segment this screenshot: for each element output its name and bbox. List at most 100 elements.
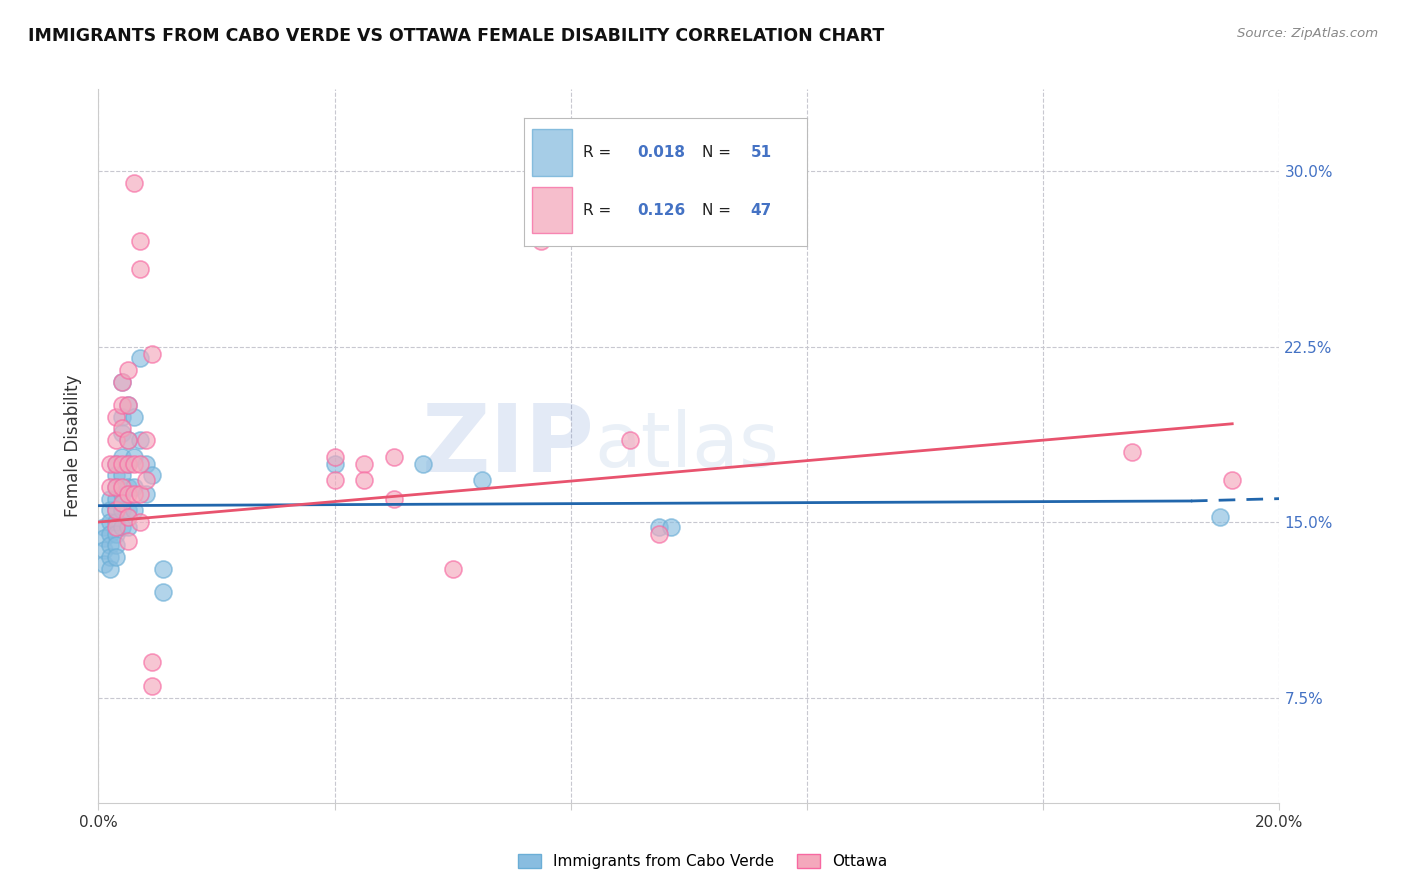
Point: [471, 473, 494, 487]
Point: [105, 468, 128, 483]
Point: [105, 550, 128, 565]
Point: [122, 503, 145, 517]
Point: [117, 480, 139, 494]
Point: [128, 262, 150, 277]
Point: [111, 398, 134, 412]
Point: [105, 480, 128, 494]
Point: [117, 510, 139, 524]
Point: [128, 487, 150, 501]
Point: [135, 433, 157, 447]
Text: ZIP: ZIP: [422, 400, 595, 492]
Point: [1121, 445, 1143, 459]
Point: [111, 421, 134, 435]
Point: [128, 351, 150, 366]
Point: [117, 533, 139, 548]
Point: [122, 450, 145, 464]
Point: [117, 398, 139, 412]
Text: Source: ZipAtlas.com: Source: ZipAtlas.com: [1237, 27, 1378, 40]
Point: [98, 503, 121, 517]
Point: [111, 457, 134, 471]
Point: [619, 433, 641, 447]
Point: [117, 519, 139, 533]
Point: [122, 176, 145, 190]
Point: [382, 491, 405, 506]
Point: [128, 433, 150, 447]
Point: [105, 519, 128, 533]
Point: [128, 515, 150, 529]
Point: [117, 363, 139, 377]
Point: [323, 457, 346, 471]
Point: [111, 375, 134, 389]
Y-axis label: Female Disability: Female Disability: [65, 375, 83, 517]
Point: [382, 450, 405, 464]
Point: [117, 457, 139, 471]
Point: [98, 457, 121, 471]
Point: [93, 532, 115, 546]
Point: [105, 515, 128, 529]
Point: [659, 519, 682, 533]
Point: [353, 473, 375, 487]
Point: [105, 480, 128, 494]
Point: [135, 473, 157, 487]
Point: [98, 550, 121, 565]
Point: [135, 457, 157, 471]
Point: [122, 480, 145, 494]
Point: [105, 457, 128, 471]
Text: atlas: atlas: [595, 409, 779, 483]
Point: [117, 433, 139, 447]
Point: [111, 503, 134, 517]
Point: [648, 526, 671, 541]
Point: [117, 487, 139, 501]
Point: [93, 557, 115, 571]
Point: [98, 480, 121, 494]
Point: [93, 519, 115, 533]
Point: [141, 346, 163, 360]
Point: [105, 409, 128, 424]
Point: [117, 457, 139, 471]
Point: [128, 234, 150, 248]
Point: [111, 426, 134, 441]
Point: [105, 538, 128, 552]
Point: [98, 491, 121, 506]
Point: [122, 487, 145, 501]
Point: [111, 496, 134, 510]
Point: [1220, 473, 1243, 487]
Point: [111, 409, 134, 424]
Point: [353, 457, 375, 471]
Point: [323, 450, 346, 464]
Point: [105, 491, 128, 506]
Point: [141, 656, 163, 670]
Point: [98, 526, 121, 541]
Point: [93, 543, 115, 558]
Point: [117, 398, 139, 412]
Point: [105, 526, 128, 541]
Point: [141, 679, 163, 693]
Point: [105, 503, 128, 517]
Point: [105, 433, 128, 447]
Point: [111, 450, 134, 464]
Point: [122, 457, 145, 471]
Point: [111, 480, 134, 494]
Point: [98, 538, 121, 552]
Point: [105, 503, 128, 517]
Point: [111, 519, 134, 533]
Point: [441, 562, 464, 576]
Point: [530, 234, 553, 248]
Text: IMMIGRANTS FROM CABO VERDE VS OTTAWA FEMALE DISABILITY CORRELATION CHART: IMMIGRANTS FROM CABO VERDE VS OTTAWA FEM…: [28, 27, 884, 45]
Point: [111, 375, 134, 389]
Point: [111, 487, 134, 501]
Point: [111, 468, 134, 483]
Point: [152, 562, 174, 576]
Point: [412, 457, 434, 471]
Point: [117, 433, 139, 447]
Point: [98, 562, 121, 576]
Point: [105, 457, 128, 471]
Point: [128, 457, 150, 471]
Point: [648, 519, 671, 533]
Point: [98, 515, 121, 529]
Point: [135, 487, 157, 501]
Point: [141, 468, 163, 483]
Point: [122, 409, 145, 424]
Point: [152, 585, 174, 599]
Point: [1209, 510, 1232, 524]
